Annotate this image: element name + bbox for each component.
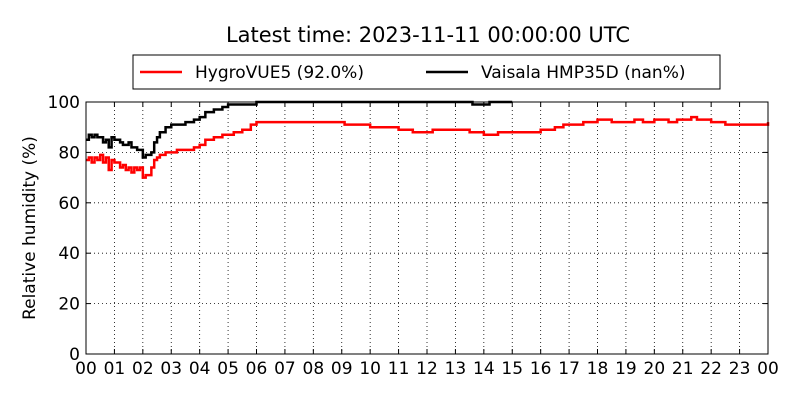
y-tick-label: 100	[48, 93, 80, 113]
x-tick-label: 23	[729, 359, 751, 379]
chart-title: Latest time: 2023-11-11 00:00:00 UTC	[226, 23, 630, 47]
y-axis-label: Relative humidity (%)	[20, 136, 40, 320]
x-tick-label: 18	[587, 359, 609, 379]
y-axis: 0 20 40 60 80 100	[48, 93, 768, 365]
x-tick-label: 02	[132, 359, 154, 379]
series-layer	[86, 100, 770, 179]
y-tick-label: 40	[58, 244, 80, 264]
y-tick-label: 20	[58, 295, 80, 315]
legend-label-hygrovue5: HygroVUE5 (92.0%)	[195, 63, 364, 83]
y-tick-label: 60	[58, 194, 80, 214]
x-tick-label: 04	[189, 359, 211, 379]
x-tick-label: 13	[445, 359, 467, 379]
grid	[86, 102, 768, 354]
x-tick-label: 03	[160, 359, 182, 379]
x-tick-label: 20	[644, 359, 666, 379]
y-tick-label: 0	[69, 345, 80, 365]
series-line-hmp35d	[86, 100, 513, 159]
legend: HygroVUE5 (92.0%) Vaisala HMP35D (nan%)	[132, 54, 721, 90]
x-tick-label: 07	[274, 359, 296, 379]
x-tick-label: 08	[303, 359, 325, 379]
x-tick-label: 17	[558, 359, 580, 379]
x-tick-label: 22	[700, 359, 722, 379]
x-axis: 00 01 02 03 04 05 06 07 08 09 10 11 12 13 14 15 16 17 18 19…	[75, 102, 779, 379]
x-tick-label: 06	[246, 359, 268, 379]
x-tick-label: 09	[331, 359, 353, 379]
x-tick-label: 16	[530, 359, 552, 379]
x-tick-label: 21	[672, 359, 694, 379]
x-tick-label: 05	[217, 359, 239, 379]
x-tick-label: 12	[416, 359, 438, 379]
series-line-hygrovue5	[86, 115, 770, 179]
plot-frame	[85, 101, 769, 355]
x-tick-label: 00	[75, 359, 97, 379]
x-tick-label: 14	[473, 359, 495, 379]
x-tick-label: 11	[388, 359, 410, 379]
x-tick-label: 19	[615, 359, 637, 379]
x-tick-label: 15	[501, 359, 523, 379]
y-tick-label: 80	[58, 143, 80, 163]
x-tick-label: 01	[104, 359, 126, 379]
legend-label-hmp35d: Vaisala HMP35D (nan%)	[481, 63, 685, 83]
x-tick-label: 10	[359, 359, 381, 379]
x-tick-label: 00	[757, 359, 779, 379]
